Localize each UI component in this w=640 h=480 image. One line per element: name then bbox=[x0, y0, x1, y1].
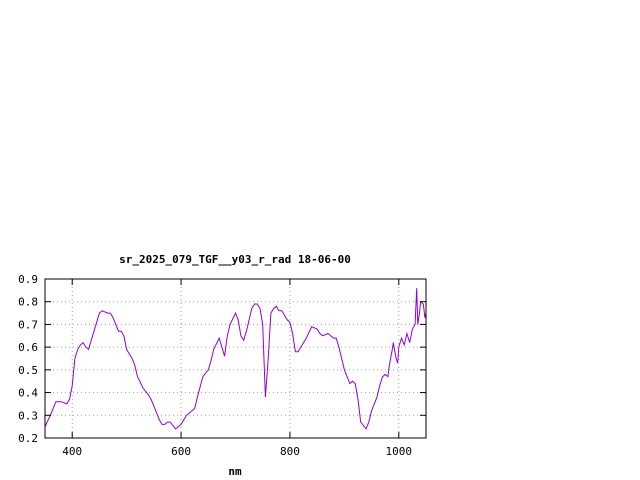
axis-ticks: 400 600 800 1000 0.2 0.3 0.4 0.5 0.6 0.7 0.8 0.9 bbox=[18, 273, 426, 458]
chart-title: sr_2025_079_TGF__y03_r_rad 18-06-00 bbox=[119, 253, 351, 266]
x-tick-label: 800 bbox=[280, 445, 300, 458]
x-tick-label: 400 bbox=[62, 445, 82, 458]
y-tick-label: 0.5 bbox=[18, 364, 38, 377]
y-tick-label: 0.3 bbox=[18, 409, 38, 422]
series-group bbox=[44, 288, 427, 430]
y-tick-label: 0.9 bbox=[18, 273, 38, 286]
grid bbox=[45, 278, 426, 439]
y-tick-label: 0.7 bbox=[18, 318, 38, 331]
x-axis-label: nm bbox=[228, 465, 242, 478]
x-tick-label: 600 bbox=[171, 445, 191, 458]
y-tick-label: 0.8 bbox=[18, 296, 38, 309]
series-line-0 bbox=[44, 288, 427, 430]
y-tick-label: 0.2 bbox=[18, 432, 38, 445]
y-tick-label: 0.4 bbox=[18, 387, 38, 400]
x-tick-label: 1000 bbox=[386, 445, 413, 458]
y-tick-label: 0.6 bbox=[18, 341, 38, 354]
plot-frame bbox=[44, 278, 427, 439]
